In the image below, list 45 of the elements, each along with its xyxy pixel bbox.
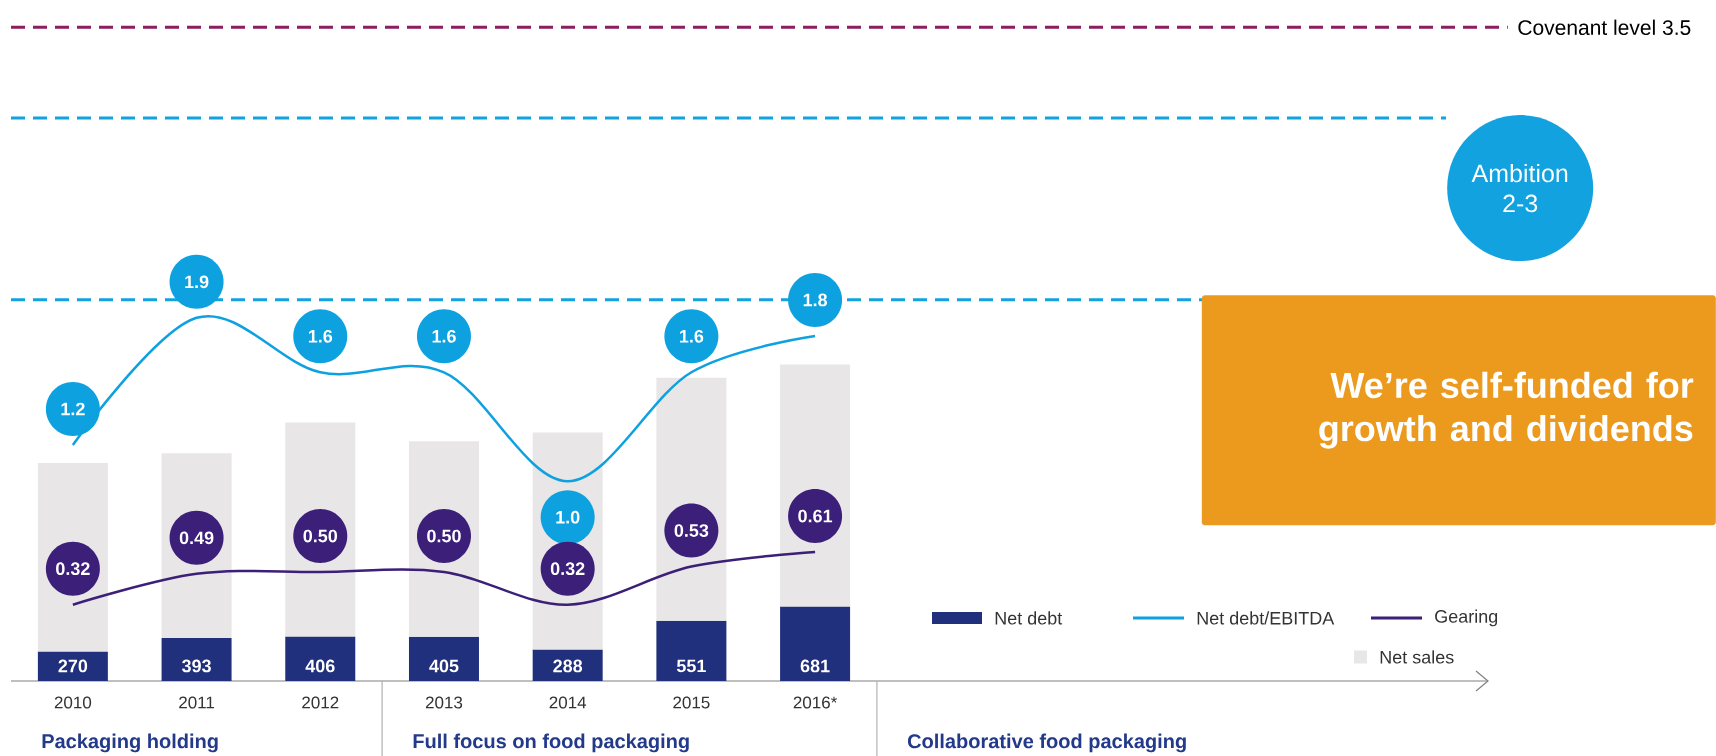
- bar: [161, 637, 232, 681]
- bar: [780, 606, 851, 681]
- text: Full focus on food packaging: [413, 733, 689, 753]
- data-label: 0.32: [56, 562, 90, 576]
- text: We’re self-funded for growth and dividends: [1319, 371, 1694, 449]
- bar: [408, 636, 479, 681]
- data-label: 288: [553, 659, 583, 673]
- data-label: 1.6: [680, 329, 704, 343]
- legend-label: Net debt/EBITDA: [1197, 611, 1335, 625]
- data-label: 0.50: [427, 529, 461, 543]
- data-label: 1.6: [432, 329, 456, 343]
- data-label: 0.49: [179, 531, 214, 545]
- bar: [656, 620, 727, 681]
- data-label: 1.9: [185, 275, 209, 289]
- x-tick-label: 2015: [673, 696, 710, 709]
- data-label: 1.8: [803, 293, 828, 307]
- bar: [37, 651, 108, 681]
- bar: [285, 636, 356, 681]
- legend-label: Gearing: [1435, 609, 1498, 627]
- data-label: 681: [800, 659, 830, 673]
- data-label: 270: [58, 659, 88, 673]
- x-tick-label: 2010: [54, 696, 92, 709]
- data-label: 0.32: [550, 562, 585, 576]
- data-label: 393: [181, 659, 211, 673]
- legend-label: Net debt: [995, 611, 1063, 625]
- data-label: 1.2: [61, 402, 85, 416]
- text: Packaging holding: [42, 733, 218, 753]
- x-tick-label: 2013: [425, 696, 463, 709]
- data-label: 1.0: [556, 510, 580, 524]
- data-label: 406: [305, 659, 335, 673]
- data-label: 0.50: [303, 529, 338, 543]
- x-tick-label: 2012: [302, 696, 339, 709]
- data-label: 1.6: [308, 329, 333, 343]
- x-tick-label: 2011: [179, 696, 215, 709]
- x-tick-label: 2014: [549, 696, 587, 709]
- bar: [532, 649, 603, 681]
- data-label: 0.61: [798, 509, 833, 523]
- x-tick-label: 2016*: [793, 696, 838, 709]
- ref-line-label: Covenant level 3.5: [1518, 19, 1691, 36]
- data-label: 551: [676, 659, 706, 673]
- ref-line-label: Ambition 2-3: [1471, 163, 1568, 213]
- text: Collaborative food packaging: [907, 733, 1186, 753]
- data-label: 405: [429, 659, 459, 673]
- legend-label: Net sales: [1380, 650, 1454, 664]
- data-label: 0.53: [674, 524, 709, 537]
